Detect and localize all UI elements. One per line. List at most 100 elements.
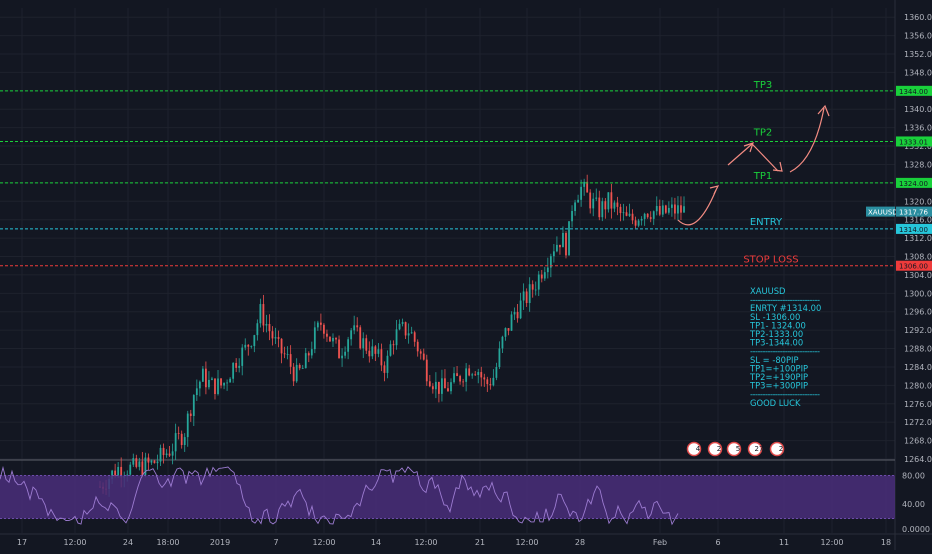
candle-body [655,206,658,212]
candle-body [537,274,540,290]
level-price-tag [896,136,932,147]
candle-body [392,344,395,346]
candle-body [507,328,510,331]
candle-body [450,382,452,392]
y-tick-label: 1304.00 [904,271,932,280]
info-box-line: TP2-1333.00 [749,329,803,339]
candle-body [319,322,322,325]
candle-body [383,365,386,373]
candle-body [313,327,316,350]
candle-body [453,373,455,383]
event-badge[interactable] [747,441,763,457]
candle-body [259,304,262,324]
candle-body [380,349,383,366]
event-badge[interactable] [769,441,785,457]
candle-body [607,192,610,210]
candle-body [338,339,340,359]
candle-body [208,379,210,388]
candle-body [329,336,331,342]
candle-body [404,322,407,336]
x-tick-label: 12:00 [515,538,538,547]
x-tick-label: 7 [273,538,278,547]
candle-body [126,474,129,477]
info-box-line: ENRTY #1314.00 [750,303,821,313]
candle-body [205,368,207,388]
candle-body [465,368,468,382]
candle-body [546,267,549,273]
candle-body [489,384,492,386]
y-tick-label: 1284.00 [904,363,932,372]
candle-body [674,204,676,214]
oscillator-y-tick-label: 80.00 [902,471,925,480]
candle-body [416,341,419,352]
x-tick-label: 6 [715,538,720,547]
candle-body [253,335,256,347]
level-label: STOP LOSS [743,255,798,266]
candle-body [592,198,595,209]
candle-body [643,213,646,219]
candle-body [586,181,589,193]
candle-body [332,337,334,342]
candle-body [543,272,546,279]
projection-arrow-3 [789,107,825,173]
y-tick-label: 1352.00 [904,50,932,59]
event-badge[interactable] [707,441,723,457]
event-badge-count: 4 [696,445,701,453]
candle-body [138,461,141,467]
candle-body [362,338,365,349]
projection-arrow-head-1 [709,185,720,195]
candle-body [646,213,649,218]
candle-body [286,354,289,355]
candle-body [316,322,319,328]
candle-body [244,344,247,348]
level-price-tag [896,85,932,96]
candle-body [326,333,328,337]
candle-body [177,433,180,434]
candle-body [459,376,461,382]
candle-body [658,206,661,215]
candle-body [462,381,465,383]
candle-body [680,205,682,213]
x-tick-label: Feb [653,538,667,547]
x-tick-label: 24 [123,538,133,547]
candle-body [189,413,192,416]
candle-body [483,377,486,380]
info-box-line: SL = -80PIP [750,355,799,365]
candle-body [120,466,123,478]
candle-body [283,353,286,355]
event-badge[interactable] [686,441,702,457]
candle-body [229,378,232,383]
candle-body [214,378,216,395]
candle-body [631,213,634,221]
info-box-line: ---------------------------- [750,346,820,356]
candle-body [192,395,195,416]
y-tick-label: 1340.00 [904,105,932,114]
candle-body [374,346,377,354]
candle-body [574,202,576,211]
level-label: TP1 [753,171,773,182]
candle-body [677,205,679,214]
candle-body [604,201,607,210]
info-box-line: SL -1306.00 [750,312,800,322]
candle-body [141,461,144,475]
y-tick-label: 1360.00 [904,13,932,22]
candle-body [183,437,186,446]
candle-body [480,372,483,378]
candle-body [132,458,135,465]
event-badge[interactable] [726,441,742,457]
candle-body [180,433,183,446]
symbol-tag [866,206,895,217]
candle-body [307,353,310,356]
y-tick-label: 1292.00 [904,326,932,335]
candle-body [531,284,534,290]
candle-body [186,413,189,438]
candle-body [413,332,416,342]
candle-body [347,339,350,352]
info-box-line: TP1=+100PIP [749,363,808,373]
y-tick-label: 1300.00 [904,289,932,298]
y-tick-label: 1348.00 [904,68,932,77]
candle-body [504,328,507,337]
candle-body [513,312,516,315]
